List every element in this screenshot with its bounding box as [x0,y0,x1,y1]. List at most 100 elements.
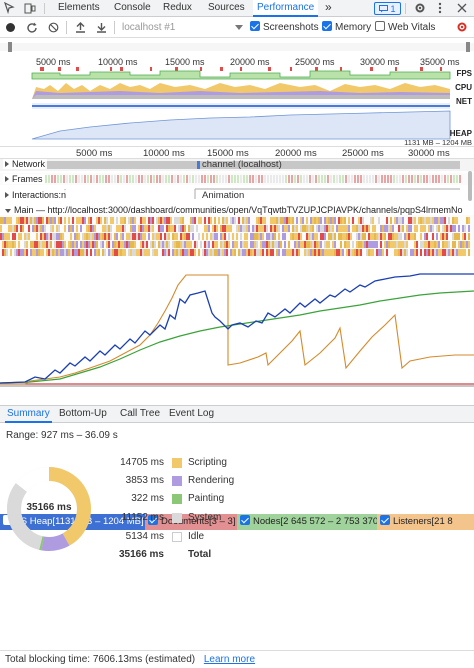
screenshots-label: Screenshots [263,22,319,33]
memory-checkbox[interactable]: Memory [322,20,371,35]
summary-label: Idle [188,531,205,542]
details-tab-bar: Summary Bottom-Up Call Tree Event Log [0,405,474,423]
summary-panel: Range: 927 ms – 36.09 s 35166 ms 14705 m… [0,424,474,650]
overview-tick: 15000 ms [165,57,205,67]
track-interactions-label: Interactions [12,190,59,200]
timeline-tracks[interactable]: Network channel (localhost) Frames Inter… [0,159,474,256]
tab-sources[interactable]: Sources [208,2,245,13]
performance-toolbar: localhost #1 Screenshots Memory Web Vita… [0,17,474,38]
more-tabs-icon[interactable]: » [325,0,332,14]
overview-tick: 10000 ms [98,57,138,67]
summary-label: Total [188,549,212,560]
heap-range: 1131 MB – 1204 MB [404,138,472,147]
ruler-tick: 30000 ms [408,148,450,159]
web-vitals-checkbox[interactable]: Web Vitals [375,20,435,35]
summary-value: 322 ms [131,493,164,504]
track-interactions[interactable]: Interactions:n [3,190,69,200]
painting-swatch [172,494,182,504]
summary-label: System [188,512,222,523]
track-main[interactable]: Main — http://localhost:3000/dashboard/c… [3,205,473,215]
tab-summary[interactable]: Summary [5,406,52,423]
total-blocking-time: Total blocking time: 7606.13ms (estimate… [5,654,196,665]
close-devtools-icon[interactable] [457,0,467,17]
nodes-check-icon [240,515,250,525]
track-interactions-suffix: :n [58,190,67,200]
overview-tick: 35000 ms [420,57,460,67]
track-network[interactable]: Network [3,159,48,169]
device-toolbar-icon[interactable] [24,0,36,17]
cursor-inspect-icon[interactable] [3,0,16,17]
tab-redux[interactable]: Redux [163,2,192,13]
rendering-swatch [172,476,182,486]
summary-value: 11152 ms [121,512,164,523]
documents-counter[interactable]: Documents[3 – 3] [145,514,237,530]
summary-pie-chart [7,467,91,551]
overview-tick: 25000 ms [295,57,335,67]
heap-label: HEAP [449,129,472,138]
recording-select-chevron-icon[interactable] [235,20,243,35]
listeners-label: Listeners[21 8 [393,516,453,527]
idle-swatch [172,532,182,542]
expand-arrow-icon [5,176,9,182]
settings-gear-icon[interactable] [414,0,426,17]
messages-badge[interactable]: 1 [374,2,401,15]
overview-tick: 30000 ms [360,57,400,67]
messages-count: 1 [390,4,396,14]
summary-value: 14705 ms [120,457,164,468]
summary-row-rendering: 3853 ms Rendering [104,474,304,488]
network-item-label: channel (localhost) [202,159,282,170]
tab-bottom-up[interactable]: Bottom-Up [59,408,107,419]
recording-select-label: localhost #1 [122,22,176,33]
overview-graphs [31,67,451,140]
kebab-menu-icon[interactable] [438,0,442,17]
capture-settings-gear-icon[interactable] [456,20,468,35]
tab-performance[interactable]: Performance [253,0,319,17]
tracks-scrollbar[interactable] [468,171,472,201]
listeners-check-icon [380,515,390,525]
js-heap-line [0,273,474,384]
tracks-canvas [0,159,474,256]
nodes-line [0,290,474,384]
clear-icon[interactable] [48,20,59,35]
fps-label: FPS [456,69,472,78]
tab-console[interactable]: Console [114,2,151,13]
summary-label: Rendering [188,475,235,486]
documents-check-icon [148,515,158,525]
cpu-label: CPU [455,83,472,92]
screenshots-checkbox[interactable]: Screenshots [250,20,319,35]
screenshots-check-icon [250,21,260,31]
tab-call-tree[interactable]: Call Tree [120,408,161,419]
overview-scroll-strip [0,42,474,52]
summary-pie-total: 35166 ms [26,502,72,513]
summary-row-idle: 5134 ms Idle [104,530,304,544]
learn-more-link[interactable]: Learn more [203,654,256,665]
reload-record-icon[interactable] [26,20,38,35]
devtools-tab-bar: Elements Console Redux Sources Performan… [0,0,474,17]
track-frames-label: Frames [12,174,43,184]
ruler-tick: 10000 ms [143,148,185,159]
web-vitals-check-icon [375,21,385,31]
record-icon[interactable] [5,20,16,35]
web-vitals-label: Web Vitals [388,22,436,33]
recording-select[interactable]: localhost #1 [122,20,175,35]
scripting-swatch [172,458,182,468]
ruler-tick: 25000 ms [342,148,384,159]
summary-row-painting: 322 ms Painting [104,492,304,506]
overview-pane[interactable]: 5000 ms 10000 ms 15000 ms 20000 ms 25000… [0,39,474,147]
download-profile-icon[interactable] [96,20,107,35]
upload-profile-icon[interactable] [75,20,86,35]
ruler-tick: 20000 ms [275,148,317,159]
nodes-counter[interactable]: Nodes[2 645 572 – 2 753 370] [237,514,377,530]
tab-event-log[interactable]: Event Log [169,408,215,419]
tab-elements[interactable]: Elements [58,2,100,13]
summary-range: Range: 927 ms – 36.09 s [6,430,118,441]
track-frames[interactable]: Frames [3,174,45,184]
memory-check-icon [322,21,332,31]
track-network-label: Network [12,159,46,169]
summary-label: Scripting [188,457,227,468]
animation-label: Animation [202,190,245,201]
nodes-label: Nodes[2 645 572 – 2 753 370] [253,516,377,527]
summary-value: 35166 ms [118,549,164,560]
listeners-counter[interactable]: Listeners[21 8 [377,514,474,530]
memory-label: Memory [335,22,372,33]
